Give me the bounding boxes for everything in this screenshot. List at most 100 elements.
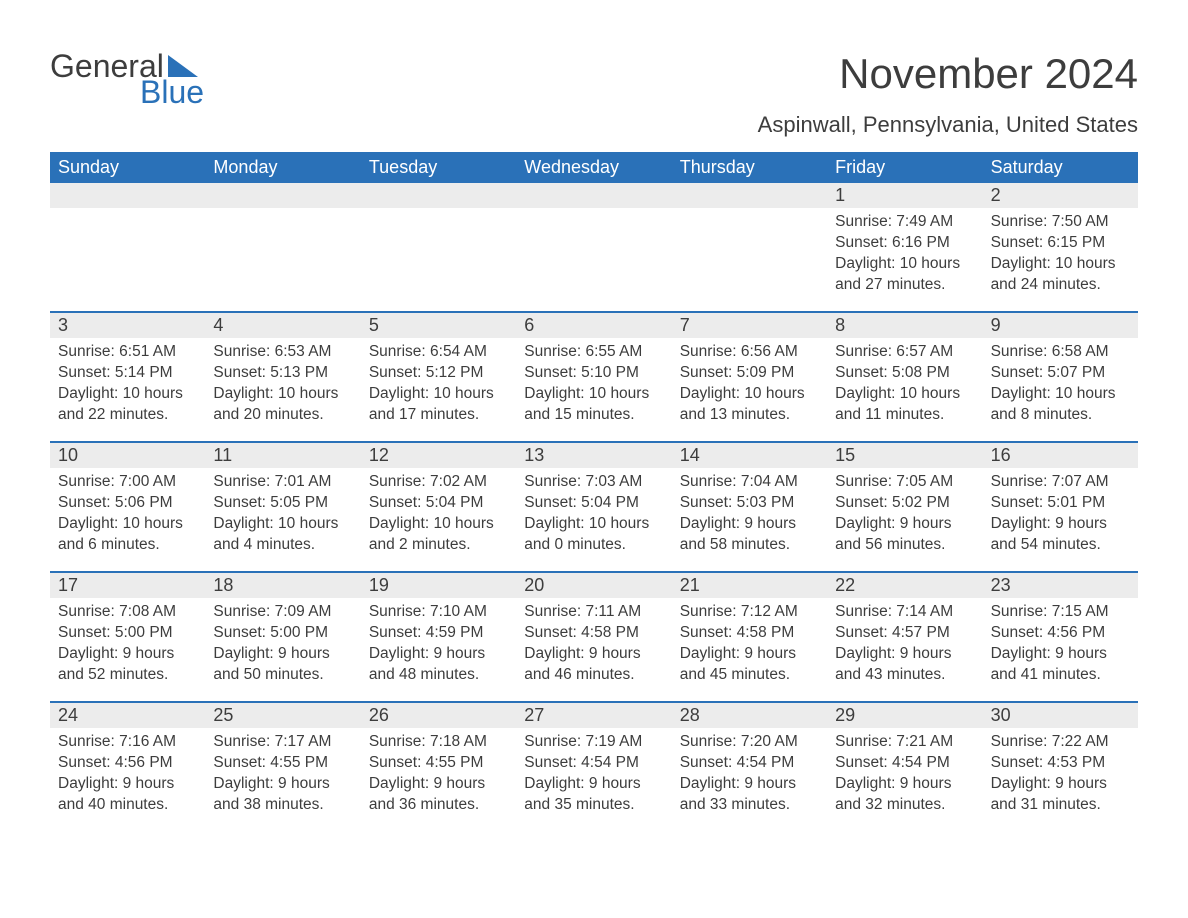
- daylight-line2: and 43 minutes.: [835, 665, 974, 686]
- sunrise-text: Sunrise: 7:08 AM: [58, 602, 197, 623]
- sunrise-text: Sunrise: 7:49 AM: [835, 212, 974, 233]
- sunrise-text: Sunrise: 7:22 AM: [991, 732, 1130, 753]
- day-details: Sunrise: 7:01 AMSunset: 5:05 PMDaylight:…: [205, 468, 360, 556]
- calendar-day-cell: 13Sunrise: 7:03 AMSunset: 5:04 PMDayligh…: [516, 443, 671, 571]
- daylight-line2: and 58 minutes.: [680, 535, 819, 556]
- weekday-header-row: Sunday Monday Tuesday Wednesday Thursday…: [50, 152, 1138, 183]
- sunrise-text: Sunrise: 6:57 AM: [835, 342, 974, 363]
- calendar-day-cell: 3Sunrise: 6:51 AMSunset: 5:14 PMDaylight…: [50, 313, 205, 441]
- calendar-day-cell: 29Sunrise: 7:21 AMSunset: 4:54 PMDayligh…: [827, 703, 982, 831]
- day-details: Sunrise: 7:50 AMSunset: 6:15 PMDaylight:…: [983, 208, 1138, 296]
- sunrise-text: Sunrise: 7:05 AM: [835, 472, 974, 493]
- daylight-line1: Daylight: 10 hours: [369, 514, 508, 535]
- calendar-day-cell: .: [361, 183, 516, 311]
- day-number: 17: [50, 573, 205, 598]
- calendar-day-cell: 10Sunrise: 7:00 AMSunset: 5:06 PMDayligh…: [50, 443, 205, 571]
- daylight-line1: Daylight: 10 hours: [213, 514, 352, 535]
- sunset-text: Sunset: 5:01 PM: [991, 493, 1130, 514]
- day-number: .: [672, 183, 827, 208]
- sunset-text: Sunset: 4:53 PM: [991, 753, 1130, 774]
- sunset-text: Sunset: 5:03 PM: [680, 493, 819, 514]
- calendar-day-cell: 25Sunrise: 7:17 AMSunset: 4:55 PMDayligh…: [205, 703, 360, 831]
- day-details: Sunrise: 7:04 AMSunset: 5:03 PMDaylight:…: [672, 468, 827, 556]
- daylight-line1: Daylight: 9 hours: [213, 774, 352, 795]
- daylight-line1: Daylight: 9 hours: [680, 514, 819, 535]
- calendar-week: 3Sunrise: 6:51 AMSunset: 5:14 PMDaylight…: [50, 311, 1138, 441]
- day-number: 5: [361, 313, 516, 338]
- day-number: 9: [983, 313, 1138, 338]
- day-number: .: [205, 183, 360, 208]
- weekday-monday: Monday: [205, 152, 360, 183]
- sunrise-text: Sunrise: 6:53 AM: [213, 342, 352, 363]
- day-number: 23: [983, 573, 1138, 598]
- calendar-day-cell: 15Sunrise: 7:05 AMSunset: 5:02 PMDayligh…: [827, 443, 982, 571]
- daylight-line2: and 27 minutes.: [835, 275, 974, 296]
- logo-word-blue: Blue: [50, 76, 204, 108]
- sunrise-text: Sunrise: 7:11 AM: [524, 602, 663, 623]
- sunset-text: Sunset: 5:09 PM: [680, 363, 819, 384]
- sunrise-text: Sunrise: 7:07 AM: [991, 472, 1130, 493]
- day-details: Sunrise: 7:49 AMSunset: 6:16 PMDaylight:…: [827, 208, 982, 296]
- daylight-line1: Daylight: 9 hours: [835, 644, 974, 665]
- month-title: November 2024: [758, 50, 1138, 98]
- calendar-day-cell: 17Sunrise: 7:08 AMSunset: 5:00 PMDayligh…: [50, 573, 205, 701]
- sunrise-text: Sunrise: 7:12 AM: [680, 602, 819, 623]
- daylight-line2: and 54 minutes.: [991, 535, 1130, 556]
- calendar-day-cell: 27Sunrise: 7:19 AMSunset: 4:54 PMDayligh…: [516, 703, 671, 831]
- weekday-tuesday: Tuesday: [361, 152, 516, 183]
- day-number: 11: [205, 443, 360, 468]
- day-number: 8: [827, 313, 982, 338]
- daylight-line1: Daylight: 10 hours: [369, 384, 508, 405]
- daylight-line1: Daylight: 10 hours: [835, 384, 974, 405]
- day-number: 12: [361, 443, 516, 468]
- sunset-text: Sunset: 5:00 PM: [213, 623, 352, 644]
- day-number: 29: [827, 703, 982, 728]
- title-block: November 2024 Aspinwall, Pennsylvania, U…: [758, 50, 1138, 146]
- daylight-line1: Daylight: 10 hours: [213, 384, 352, 405]
- day-number: 7: [672, 313, 827, 338]
- calendar-day-cell: .: [205, 183, 360, 311]
- daylight-line2: and 35 minutes.: [524, 795, 663, 816]
- day-number: 6: [516, 313, 671, 338]
- day-details: Sunrise: 7:19 AMSunset: 4:54 PMDaylight:…: [516, 728, 671, 816]
- sunset-text: Sunset: 5:05 PM: [213, 493, 352, 514]
- daylight-line1: Daylight: 9 hours: [991, 514, 1130, 535]
- location-subtitle: Aspinwall, Pennsylvania, United States: [758, 112, 1138, 138]
- weekday-thursday: Thursday: [672, 152, 827, 183]
- daylight-line1: Daylight: 9 hours: [680, 644, 819, 665]
- calendar-day-cell: 12Sunrise: 7:02 AMSunset: 5:04 PMDayligh…: [361, 443, 516, 571]
- sunset-text: Sunset: 4:57 PM: [835, 623, 974, 644]
- day-number: .: [361, 183, 516, 208]
- sunrise-text: Sunrise: 7:09 AM: [213, 602, 352, 623]
- calendar-day-cell: 14Sunrise: 7:04 AMSunset: 5:03 PMDayligh…: [672, 443, 827, 571]
- calendar-day-cell: 4Sunrise: 6:53 AMSunset: 5:13 PMDaylight…: [205, 313, 360, 441]
- daylight-line2: and 11 minutes.: [835, 405, 974, 426]
- weeks-container: .....1Sunrise: 7:49 AMSunset: 6:16 PMDay…: [50, 183, 1138, 831]
- day-details: Sunrise: 7:03 AMSunset: 5:04 PMDaylight:…: [516, 468, 671, 556]
- calendar-day-cell: 24Sunrise: 7:16 AMSunset: 4:56 PMDayligh…: [50, 703, 205, 831]
- sunrise-text: Sunrise: 7:10 AM: [369, 602, 508, 623]
- day-details: Sunrise: 7:14 AMSunset: 4:57 PMDaylight:…: [827, 598, 982, 686]
- daylight-line2: and 32 minutes.: [835, 795, 974, 816]
- calendar-day-cell: 19Sunrise: 7:10 AMSunset: 4:59 PMDayligh…: [361, 573, 516, 701]
- day-details: Sunrise: 6:55 AMSunset: 5:10 PMDaylight:…: [516, 338, 671, 426]
- sunrise-text: Sunrise: 7:20 AM: [680, 732, 819, 753]
- day-number: 27: [516, 703, 671, 728]
- day-details: Sunrise: 7:08 AMSunset: 5:00 PMDaylight:…: [50, 598, 205, 686]
- day-number: 10: [50, 443, 205, 468]
- calendar-day-cell: 28Sunrise: 7:20 AMSunset: 4:54 PMDayligh…: [672, 703, 827, 831]
- calendar-day-cell: .: [516, 183, 671, 311]
- daylight-line2: and 4 minutes.: [213, 535, 352, 556]
- daylight-line1: Daylight: 9 hours: [991, 774, 1130, 795]
- sunrise-text: Sunrise: 7:21 AM: [835, 732, 974, 753]
- calendar-day-cell: 26Sunrise: 7:18 AMSunset: 4:55 PMDayligh…: [361, 703, 516, 831]
- logo: General Blue: [50, 50, 204, 108]
- day-details: Sunrise: 6:54 AMSunset: 5:12 PMDaylight:…: [361, 338, 516, 426]
- sunset-text: Sunset: 5:14 PM: [58, 363, 197, 384]
- daylight-line1: Daylight: 9 hours: [369, 774, 508, 795]
- day-number: 16: [983, 443, 1138, 468]
- sunrise-text: Sunrise: 7:03 AM: [524, 472, 663, 493]
- day-number: 18: [205, 573, 360, 598]
- daylight-line1: Daylight: 9 hours: [58, 774, 197, 795]
- day-number: 30: [983, 703, 1138, 728]
